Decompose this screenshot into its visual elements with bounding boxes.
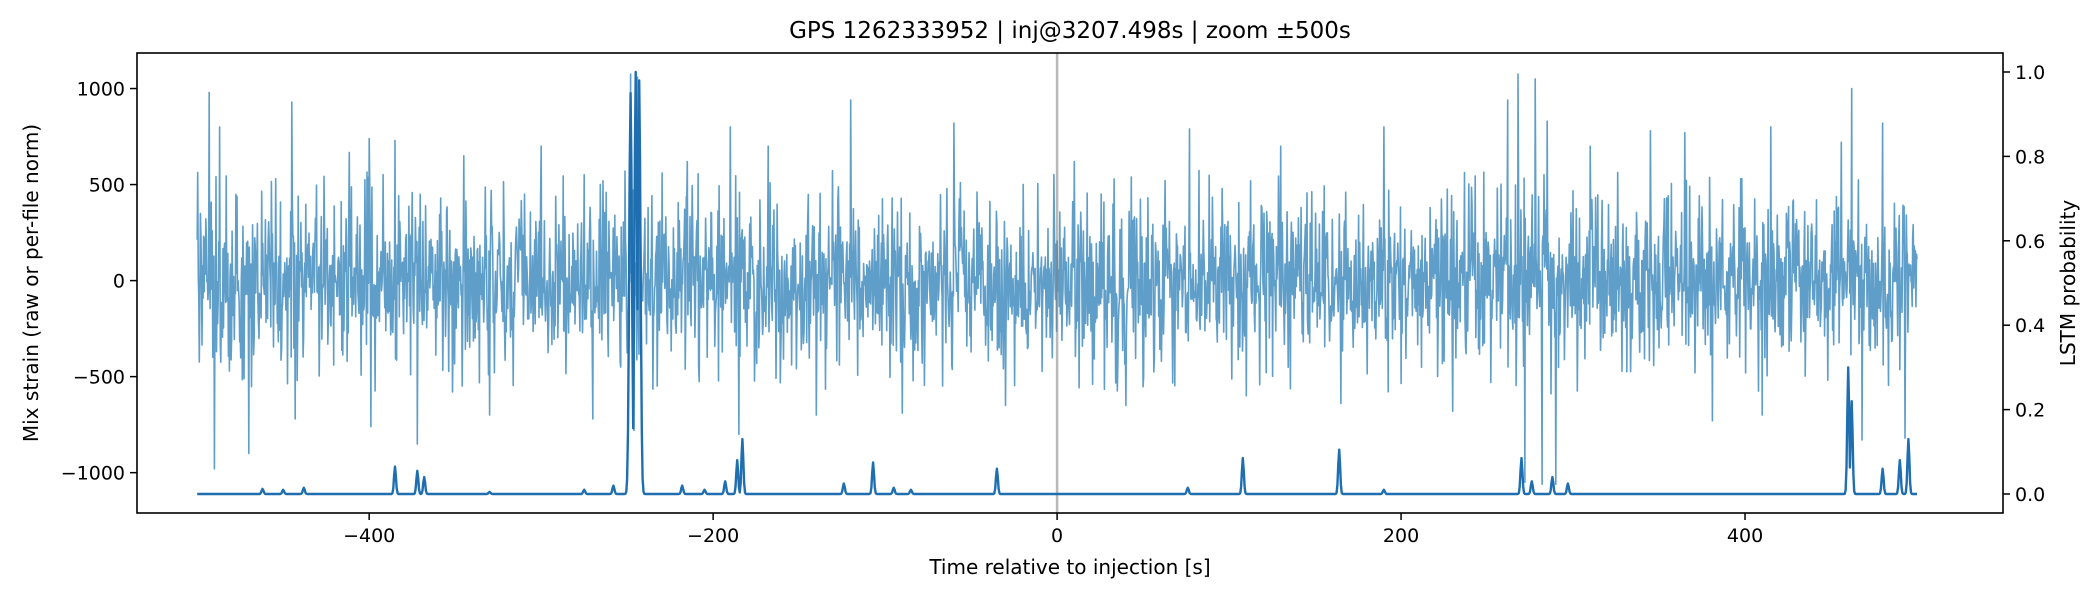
y-tick-label: 0 [113,271,125,293]
x-tick-label: 0 [1051,525,1063,547]
y2-tick-label: 0.8 [2015,146,2045,168]
y-tick-label: −1000 [61,463,125,485]
y2-tick-label: 0.4 [2015,315,2045,337]
y-axis-label: Mix strain (raw or per-file norm) [19,124,43,442]
y2-tick-label: 0.6 [2015,231,2045,253]
y-tick-label: 1000 [77,79,125,101]
plot-frame [136,52,2004,514]
y-tick-label: −500 [73,367,125,389]
lstm-probability-line [196,70,1918,496]
x-tick-label: 200 [1383,525,1419,547]
x-tick-label: 400 [1727,525,1763,547]
chart-title: GPS 1262333952 | inj@3207.498s | zoom ±5… [789,18,1351,44]
x-axis-label: Time relative to injection [s] [928,555,1210,579]
x-tick-label: −400 [343,525,395,547]
y-tick-label: 500 [89,175,125,197]
y2-tick-label: 1.0 [2015,62,2045,84]
plot-area [196,53,1918,513]
y2-tick-label: 0.2 [2015,400,2045,422]
y2-axis-label: LSTM probability [2056,200,2080,367]
x-tick-label: −200 [687,525,739,547]
y2-tick-label: 0.0 [2015,484,2045,506]
